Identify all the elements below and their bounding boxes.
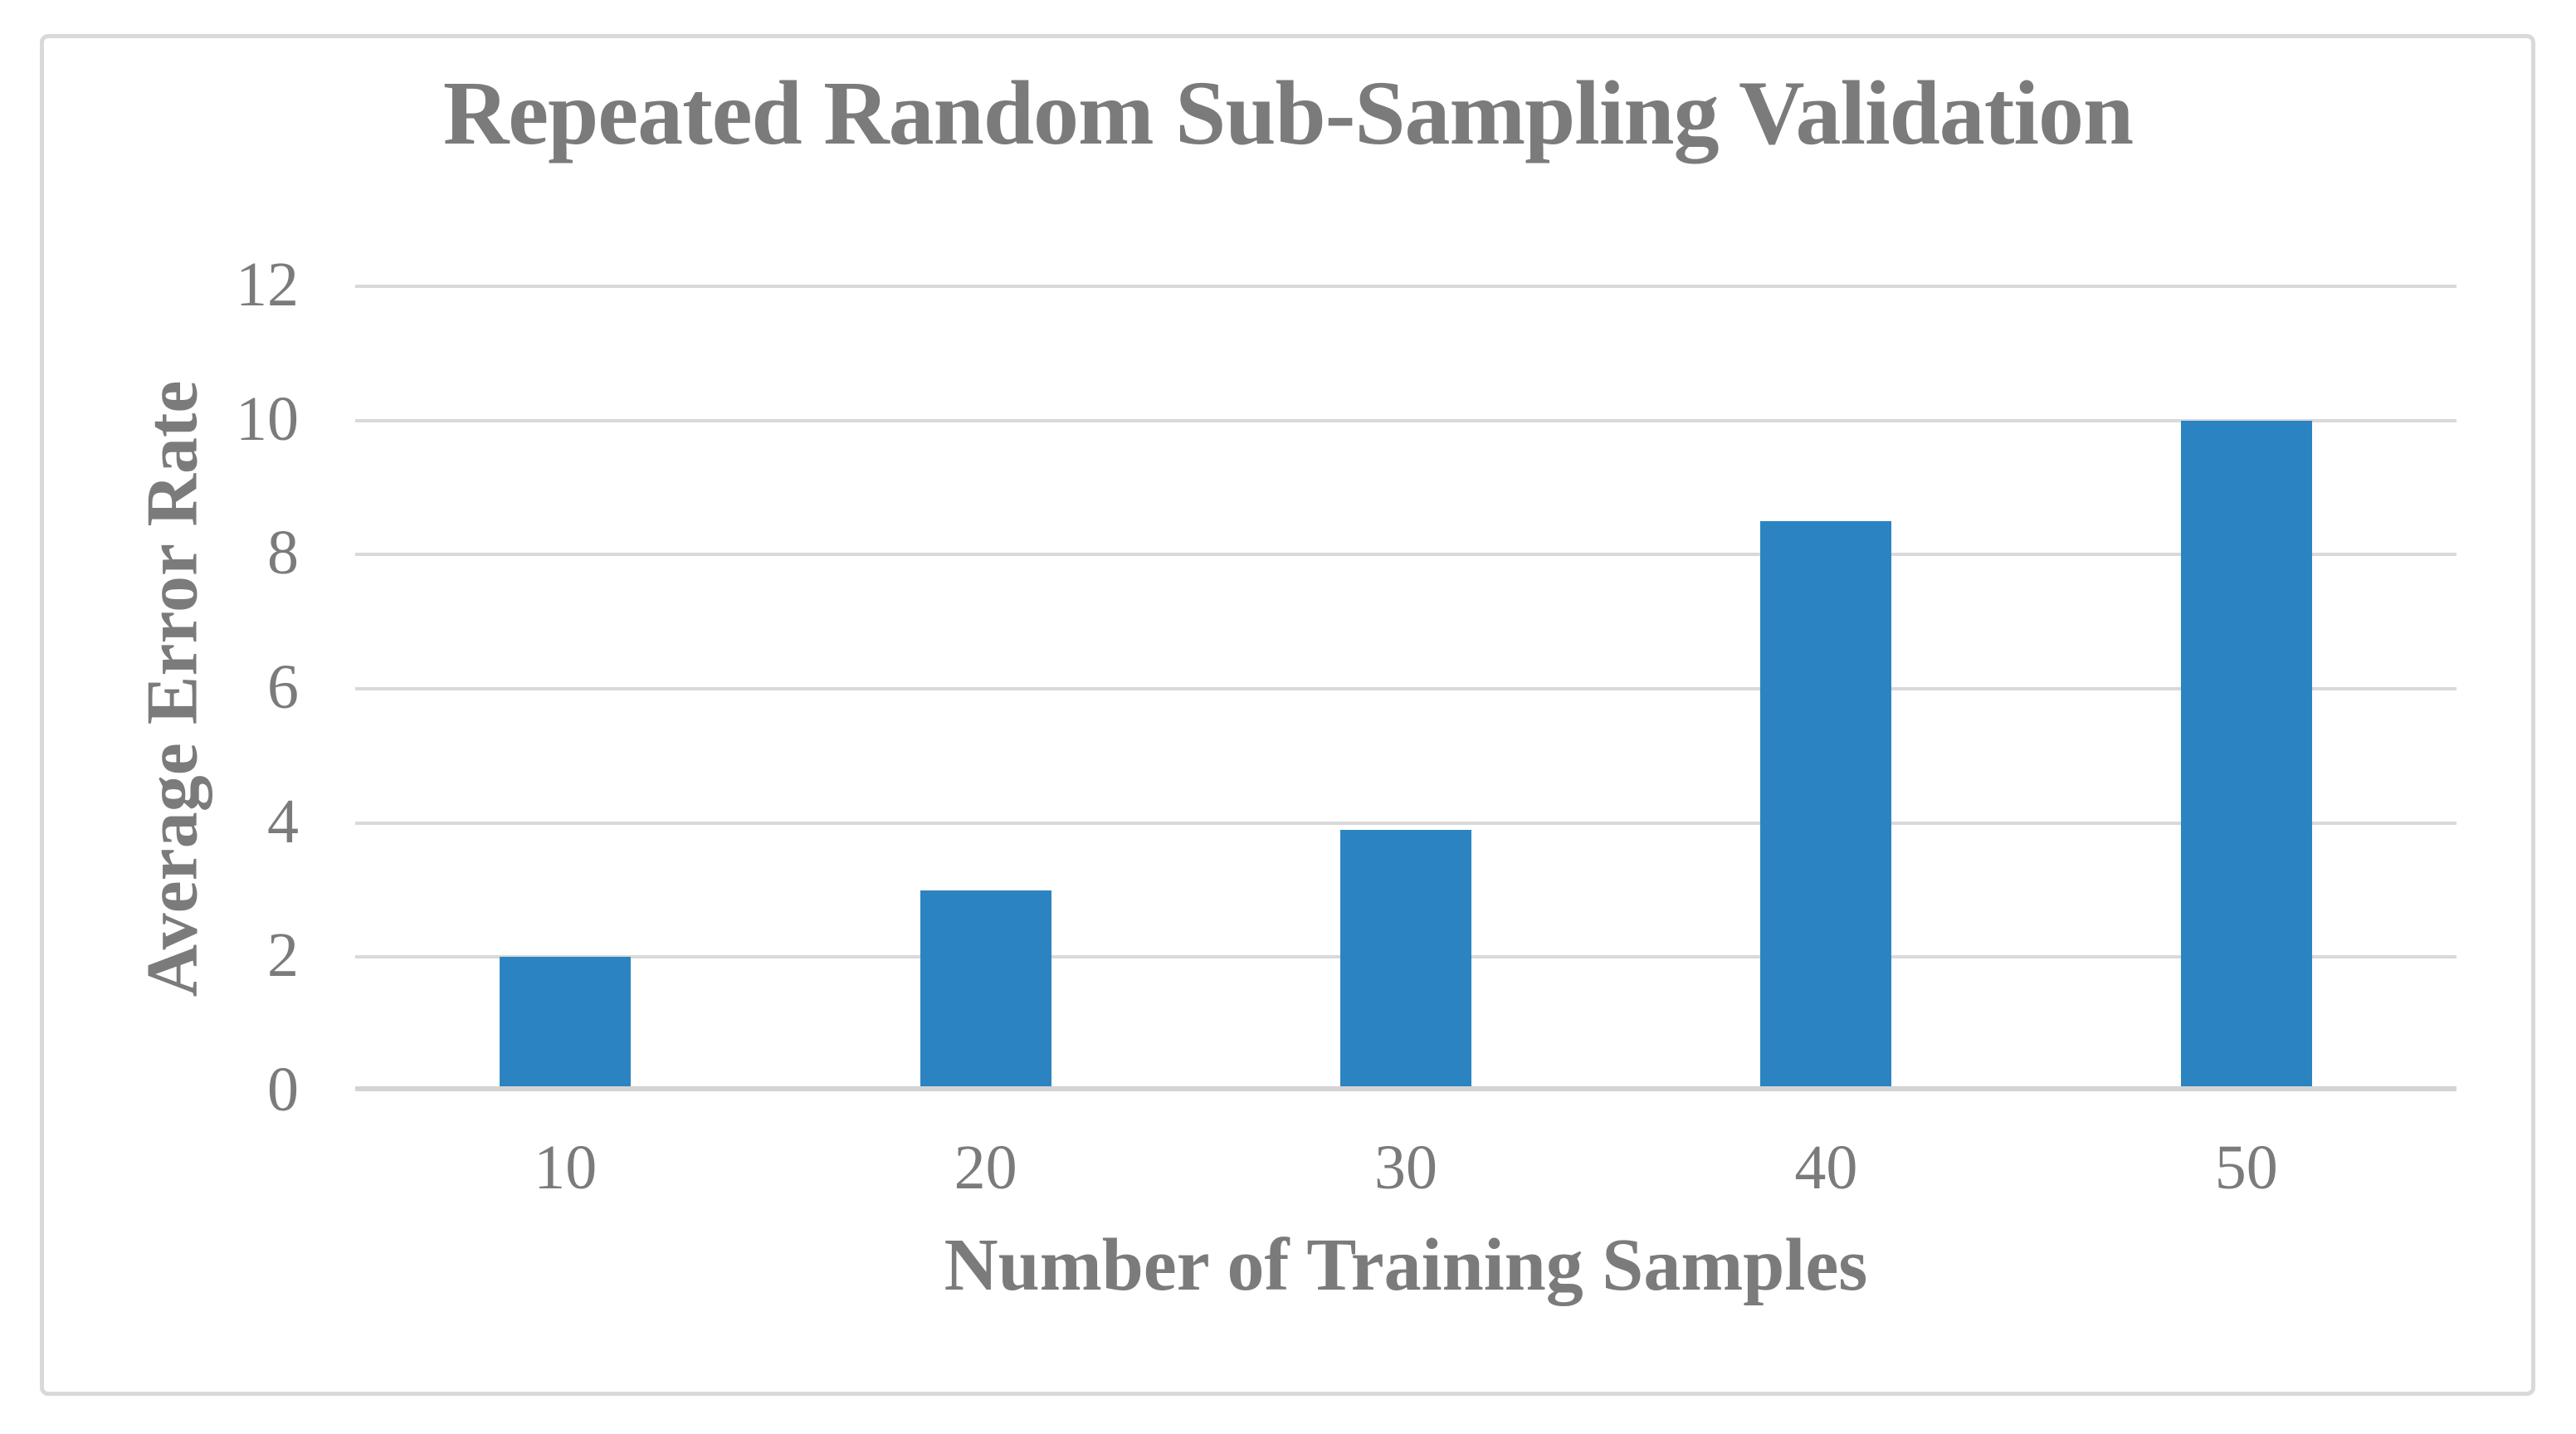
x-tick-label-20: 20	[954, 1133, 1017, 1202]
y-tick-label-8: 8	[267, 518, 299, 588]
x-tick-label-40: 40	[1794, 1133, 1858, 1202]
chart-title: Repeated Random Sub-Sampling Validation	[442, 62, 2134, 163]
y-tick-label-12: 12	[236, 249, 299, 319]
bar-20	[920, 890, 1051, 1091]
gridline-10	[355, 418, 2456, 422]
x-tick-label-50: 50	[2214, 1133, 2278, 1202]
x-tick-label-30: 30	[1374, 1133, 1437, 1202]
bar-10	[500, 957, 632, 1091]
chart-frame	[40, 34, 2535, 1396]
y-tick-label-10: 10	[236, 383, 299, 454]
x-axis-title: Number of Training Samples	[944, 1224, 1868, 1306]
gridline-8	[355, 553, 2456, 557]
y-tick-label-0: 0	[267, 1054, 299, 1124]
y-axis-tick-labels: 0 2 4 6 8 10 12	[116, 250, 299, 1124]
x-tick-label-10: 10	[534, 1133, 598, 1202]
plot-area	[355, 285, 2456, 1091]
x-axis-tick-labels: 10 20 30 40 50	[355, 1132, 2456, 1215]
bar-50	[2180, 420, 2312, 1091]
y-tick-label-2: 2	[267, 920, 299, 991]
x-axis-line	[355, 1086, 2456, 1091]
gridline-6	[355, 687, 2456, 690]
bar-40	[1760, 520, 1892, 1091]
gridline-4	[355, 821, 2456, 825]
bar-30	[1340, 829, 1471, 1091]
y-tick-label-4: 4	[267, 786, 299, 856]
gridline-12	[355, 285, 2456, 288]
y-tick-label-6: 6	[267, 651, 299, 722]
